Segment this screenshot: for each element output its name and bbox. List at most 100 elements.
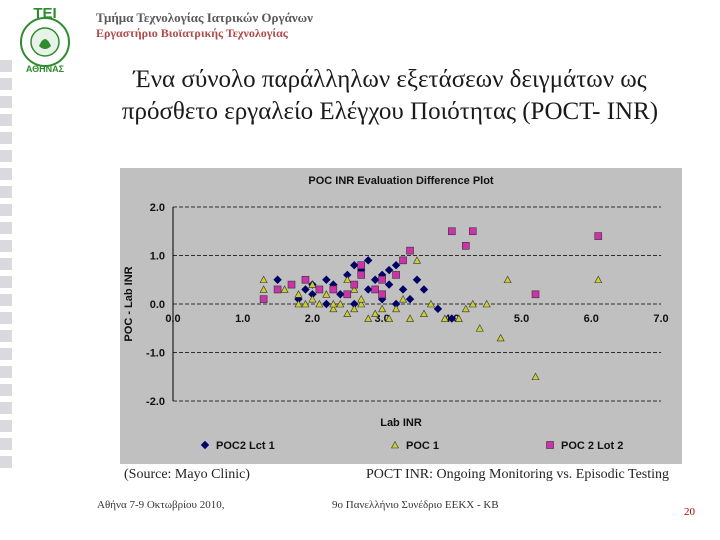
y-tick-label: -1.0 xyxy=(146,348,165,360)
point-triangle xyxy=(343,275,352,284)
y-tick-label: 2.0 xyxy=(150,202,165,214)
point-square xyxy=(468,227,477,236)
point-diamond xyxy=(384,265,394,275)
point-triangle xyxy=(440,314,449,322)
point-square xyxy=(287,280,296,289)
x-tick-label: 2.0 xyxy=(305,313,320,325)
point-square xyxy=(259,295,268,303)
point-diamond xyxy=(384,280,394,289)
point-triangle xyxy=(294,299,303,308)
point-triangle xyxy=(399,295,408,303)
point-diamond xyxy=(301,285,310,294)
point-square xyxy=(392,271,400,279)
point-square xyxy=(329,285,338,294)
point-triangle xyxy=(475,324,484,332)
point-triangle xyxy=(259,285,268,293)
point-triangle xyxy=(461,304,470,313)
point-diamond xyxy=(447,314,457,323)
point-triangle xyxy=(308,295,317,303)
point-diamond xyxy=(412,275,422,284)
footer-conference: 9ο Πανελλήνιο Συνέδριο ΕΕΚΧ - ΚΒ xyxy=(332,499,499,511)
point-triangle xyxy=(482,299,491,308)
point-diamond xyxy=(322,275,331,284)
point-square xyxy=(378,290,386,299)
point-triangle xyxy=(406,314,415,322)
point-diamond xyxy=(419,285,429,294)
point-triangle xyxy=(468,299,477,308)
tei-logo: ΤΕΙ ΑΘΗΝΑΣ xyxy=(20,5,70,74)
point-triangle xyxy=(280,285,289,293)
point-square xyxy=(378,275,386,284)
point-triangle xyxy=(343,309,352,317)
point-square xyxy=(350,280,359,289)
point-square xyxy=(531,290,540,299)
point-triangle xyxy=(336,299,345,308)
point-diamond xyxy=(350,260,359,270)
x-axis-label: Lab INR xyxy=(380,417,422,429)
y-axis-label: POC - Lab INR xyxy=(123,266,135,341)
point-triangle xyxy=(294,290,303,298)
legend-marker-triangle xyxy=(390,440,400,449)
point-square xyxy=(357,271,366,279)
slide-title: Ένα σύνολο παράλληλων εξετάσεων δειγμάτω… xyxy=(60,64,720,128)
point-triangle xyxy=(259,275,268,284)
point-triangle xyxy=(315,299,324,308)
legend-label: POC 2 Lot 2 xyxy=(561,440,623,452)
x-tick-label: 6.0 xyxy=(584,313,599,325)
point-triangle xyxy=(329,304,338,313)
point-square xyxy=(371,285,379,294)
point-square xyxy=(343,290,352,299)
point-triangle xyxy=(371,309,380,317)
point-square xyxy=(315,285,324,294)
point-triangle xyxy=(496,333,505,342)
point-square xyxy=(594,232,603,240)
legend-marker-diamond xyxy=(200,440,210,450)
point-diamond xyxy=(391,260,401,270)
point-triangle xyxy=(350,304,359,313)
point-triangle xyxy=(426,299,435,308)
point-triangle xyxy=(364,314,373,322)
point-triangle xyxy=(308,280,317,288)
legend-label: POC 1 xyxy=(406,440,439,452)
point-triangle xyxy=(350,285,359,293)
point-diamond xyxy=(273,275,282,284)
legend-label: POC2 Lct 1 xyxy=(216,440,275,452)
chart-area: POC INR Evaluation Difference Plot 2.0 1.0… xyxy=(120,168,682,464)
x-tick-label: 5.0 xyxy=(514,313,529,325)
point-triangle xyxy=(357,299,366,308)
y-tick-label: -2.0 xyxy=(146,396,165,408)
chart-title: POC INR Evaluation Difference Plot xyxy=(308,175,494,187)
x-tick-label: 7.0 xyxy=(653,313,668,325)
point-square xyxy=(448,227,456,236)
point-triangle xyxy=(301,299,310,308)
point-diamond xyxy=(336,290,345,299)
page-number: 20 xyxy=(684,506,695,518)
slide-title-line2: πρόσθετο εργαλείο Ελέγχου Ποιότητας (POC… xyxy=(121,98,659,125)
point-triangle xyxy=(329,299,338,308)
point-triangle xyxy=(594,275,603,284)
point-diamond xyxy=(433,304,443,314)
point-triangle xyxy=(412,256,422,264)
footer-date: Αθήνα 7-9 Οκτωβρίου 2010, xyxy=(97,499,225,511)
point-diamond xyxy=(398,285,408,294)
svg-text:ΤΕΙ: ΤΕΙ xyxy=(33,5,56,22)
point-triangle xyxy=(419,309,428,317)
point-triangle xyxy=(503,275,512,284)
point-square xyxy=(357,261,366,269)
point-square xyxy=(273,285,282,294)
point-diamond xyxy=(405,294,415,304)
point-triangle xyxy=(531,372,540,381)
point-diamond xyxy=(363,256,373,265)
svg-text:ΑΘΗΝΑΣ: ΑΘΗΝΑΣ xyxy=(26,64,65,74)
x-tick-label: 1.0 xyxy=(235,313,250,325)
y-tick-label: 0.0 xyxy=(150,299,165,311)
slide-title-line1: Ένα σύνολο παράλληλων εξετάσεων δειγμάτω… xyxy=(133,66,647,93)
point-square xyxy=(461,242,470,250)
source-caption: (Source: Mayo Clinic) xyxy=(124,467,250,482)
point-triangle xyxy=(322,290,331,298)
side-decoration xyxy=(0,60,14,474)
point-diamond xyxy=(363,285,373,294)
point-triangle xyxy=(357,295,366,303)
poct-caption: POCT INR: Ongoing Monitoring vs. Episodi… xyxy=(366,467,670,482)
y-tick-label: 1.0 xyxy=(150,251,165,263)
